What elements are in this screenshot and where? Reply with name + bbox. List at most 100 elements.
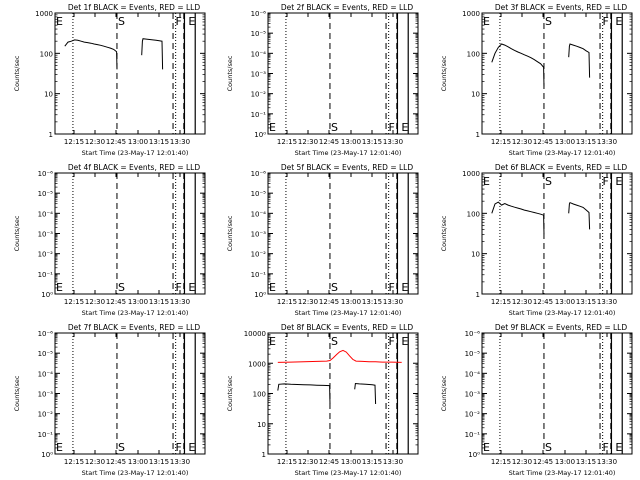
y-tick-label: 10 <box>44 91 53 99</box>
y-tick-label: 10⁻¹ <box>38 431 54 439</box>
time-marker-label: S <box>118 281 125 294</box>
x-tick-label: 13:00 <box>128 298 148 306</box>
y-tick-label: 10⁻⁴ <box>251 210 267 218</box>
y-tick-label: 1 <box>262 451 266 459</box>
time-marker-label: S <box>331 281 338 294</box>
time-marker-label: S <box>331 335 338 348</box>
y-tick-label: 10⁻⁶ <box>251 170 267 178</box>
time-marker-label: S <box>545 175 552 188</box>
time-marker-label: F <box>175 441 181 454</box>
time-marker-label: E <box>269 335 276 348</box>
time-marker-label: S <box>545 15 552 28</box>
event-rate-line <box>277 383 331 405</box>
time-marker-label: E <box>615 441 622 454</box>
detector-panel: Det 4f BLACK = Events, RED = LLD 10⁻⁶ 10⁻⁵… <box>13 163 206 317</box>
event-rate-line <box>568 43 591 78</box>
time-marker-label: E <box>188 281 195 294</box>
y-tick-label: 10⁻⁶ <box>251 10 267 18</box>
x-tick-label: 12:45 <box>533 458 553 466</box>
y-tick-label: 10⁻³ <box>38 231 54 239</box>
y-axis-label: Counts/sec <box>226 375 234 411</box>
y-tick-label: 10⁰ <box>41 451 53 459</box>
x-tick-label: 12:30 <box>512 458 532 466</box>
event-rate-line <box>568 201 591 230</box>
time-marker-label: E <box>269 281 276 294</box>
x-tick-label: 12:30 <box>298 458 318 466</box>
chart-title: Det 4f BLACK = Events, RED = LLD <box>68 163 201 172</box>
y-tick-label: 10⁻⁶ <box>465 330 481 338</box>
y-tick-label: 10⁻¹ <box>251 271 267 279</box>
y-tick-label: 10⁻² <box>251 91 267 99</box>
y-tick-label: 10 <box>257 421 266 429</box>
y-tick-label: 10⁻⁶ <box>38 330 54 338</box>
time-marker-label: F <box>602 15 608 28</box>
y-tick-label: 10⁻⁴ <box>251 50 267 58</box>
y-tick-label: 10⁻² <box>465 411 481 419</box>
y-axis-label: Counts/sec <box>440 55 448 91</box>
x-tick-label: 13:30 <box>597 138 617 146</box>
x-axis-label: Start Time (23-May-17 12:01:40) <box>82 149 189 157</box>
y-axis-label: Counts/sec <box>226 215 234 251</box>
time-marker-label: E <box>269 121 276 134</box>
x-tick-label: 13:15 <box>149 298 169 306</box>
y-tick-label: 10⁻¹ <box>38 271 54 279</box>
time-marker-label: E <box>483 175 490 188</box>
x-tick-label: 13:15 <box>149 138 169 146</box>
x-tick-label: 13:00 <box>341 138 361 146</box>
plot-frame <box>267 12 419 135</box>
x-tick-label: 12:15 <box>64 298 84 306</box>
plot-frame <box>481 172 633 295</box>
plot-frame <box>54 12 206 135</box>
x-tick-label: 12:15 <box>64 458 84 466</box>
x-tick-label: 12:15 <box>64 138 84 146</box>
y-tick-label: 10000 <box>244 330 266 338</box>
time-marker-label: E <box>401 335 408 348</box>
x-tick-label: 13:30 <box>170 458 190 466</box>
lld-rate-line <box>277 349 402 363</box>
x-tick-label: 13:30 <box>383 458 403 466</box>
detector-panel: Det 7f BLACK = Events, RED = LLD 10⁻⁶ 10⁻⁵… <box>13 323 206 477</box>
time-marker-label: S <box>331 121 338 134</box>
x-tick-label: 12:45 <box>106 138 126 146</box>
y-axis-label: Counts/sec <box>440 375 448 411</box>
y-tick-label: 10⁻³ <box>465 391 481 399</box>
x-tick-label: 12:45 <box>319 458 339 466</box>
y-tick-label: 10⁻² <box>38 251 54 259</box>
time-marker-label: F <box>388 335 394 348</box>
y-axis-label: Counts/sec <box>13 215 21 251</box>
x-axis-label: Start Time (23-May-17 12:01:40) <box>82 309 189 317</box>
event-rate-line <box>491 201 545 235</box>
y-tick-label: 10⁻⁶ <box>38 170 54 178</box>
x-tick-label: 13:15 <box>576 458 596 466</box>
y-tick-label: 10⁰ <box>41 291 53 299</box>
time-marker-label: E <box>56 15 63 28</box>
x-tick-label: 12:30 <box>85 138 105 146</box>
time-marker-label: F <box>388 281 394 294</box>
chart-title: Det 2f BLACK = Events, RED = LLD <box>281 3 414 12</box>
y-tick-label: 1000 <box>35 10 53 18</box>
time-marker-label: E <box>56 441 63 454</box>
event-rate-line <box>354 382 377 405</box>
chart-title: Det 7f BLACK = Events, RED = LLD <box>68 323 201 332</box>
y-tick-label: 10 <box>471 251 480 259</box>
x-tick-label: 12:30 <box>85 458 105 466</box>
x-tick-label: 12:30 <box>512 138 532 146</box>
time-marker-label: E <box>188 15 195 28</box>
y-tick-label: 1000 <box>462 10 480 18</box>
time-marker-label: E <box>401 281 408 294</box>
chart-title: Det 9f BLACK = Events, RED = LLD <box>495 323 628 332</box>
y-tick-label: 1 <box>476 131 480 139</box>
y-tick-label: 1 <box>49 131 53 139</box>
y-tick-label: 10⁻³ <box>251 71 267 79</box>
detector-panel: Det 9f BLACK = Events, RED = LLD 10⁻⁶ 10⁻⁵… <box>440 323 633 477</box>
x-tick-label: 12:45 <box>533 298 553 306</box>
x-tick-label: 13:30 <box>597 458 617 466</box>
y-tick-label: 10⁻² <box>251 251 267 259</box>
y-tick-label: 10⁻¹ <box>465 431 481 439</box>
time-marker-label: E <box>401 121 408 134</box>
y-tick-label: 10⁻⁵ <box>251 30 267 38</box>
event-rate-line <box>141 38 164 70</box>
y-axis-label: Counts/sec <box>13 375 21 411</box>
x-tick-label: 13:00 <box>555 138 575 146</box>
